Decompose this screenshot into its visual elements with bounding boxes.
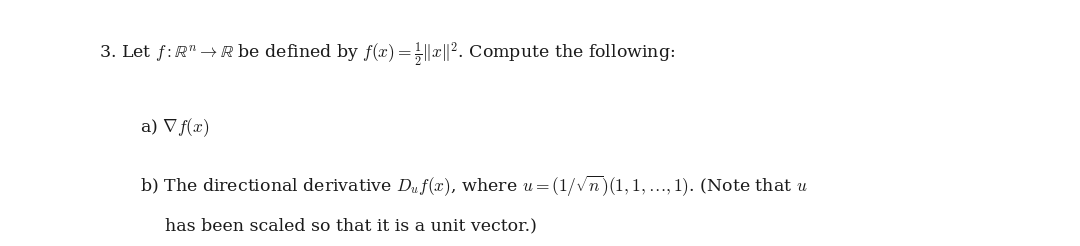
Text: a) $\nabla f(x)$: a) $\nabla f(x)$ bbox=[140, 117, 210, 139]
Text: b) The directional derivative $D_u f(x)$, where $u = (1/\sqrt{n})(1, 1, \ldots, : b) The directional derivative $D_u f(x)$… bbox=[140, 174, 808, 200]
Text: has been scaled so that it is a unit vector.): has been scaled so that it is a unit vec… bbox=[165, 218, 537, 235]
Text: 3. Let $f : \mathbb{R}^n \rightarrow \mathbb{R}$ be defined by $f(x) = \frac{1}{: 3. Let $f : \mathbb{R}^n \rightarrow \ma… bbox=[99, 40, 676, 68]
